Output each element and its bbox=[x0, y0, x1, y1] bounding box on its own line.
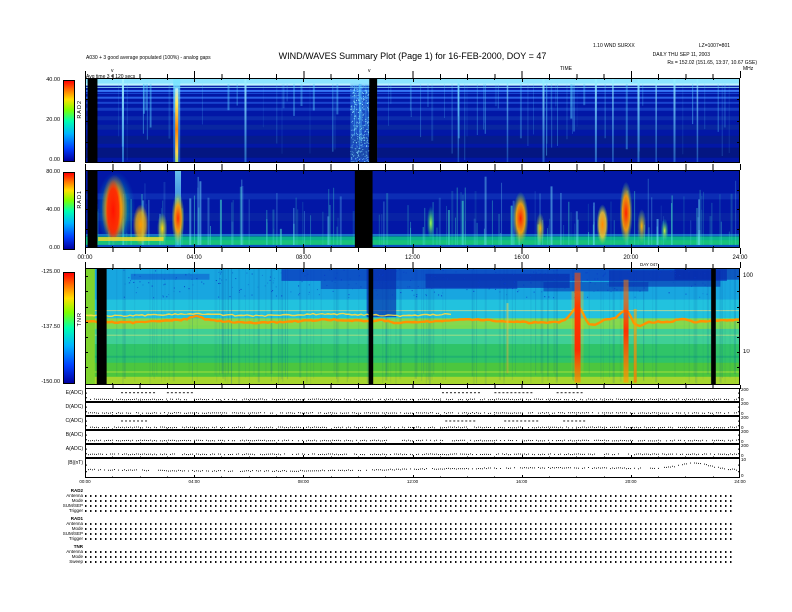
panel-label-tnr: TNR bbox=[77, 312, 83, 326]
strip-label: |B|(nT) bbox=[38, 461, 83, 466]
time-tick-label: 24:00 bbox=[732, 255, 747, 261]
strip-right-tick-top: 200 bbox=[741, 415, 749, 420]
colorbar-tick-label-tnr: -125.00 bbox=[28, 269, 60, 275]
header-version: 1.10 WND SURXX bbox=[593, 43, 635, 49]
spectrogram-rad2 bbox=[85, 78, 740, 163]
time-tick-label: 12:00 bbox=[405, 255, 420, 261]
strip-charts bbox=[85, 388, 740, 478]
colorbar-tick-label-rad2: 0.00 bbox=[28, 157, 60, 163]
status-dots-row bbox=[85, 556, 735, 558]
strip-label: D(ADC) bbox=[38, 405, 83, 410]
strip-axis-label: 00:00 bbox=[79, 479, 90, 484]
status-dots-row bbox=[85, 510, 735, 512]
status-dots-row bbox=[85, 528, 735, 530]
status-dots-row bbox=[85, 495, 735, 497]
colorbar-rad1 bbox=[63, 172, 75, 250]
strip-right-tick-top: 200 bbox=[741, 401, 749, 406]
summary-plot-page: A030 + 3 good average populated (100%) -… bbox=[0, 0, 792, 612]
strip-right-tick-top: 200 bbox=[741, 429, 749, 434]
strip-right-tick-bottom: 0 bbox=[741, 473, 744, 478]
status-dots-row bbox=[85, 500, 735, 502]
status-dots-row bbox=[85, 551, 735, 553]
header-process-date: DAILY THU SEP 11, 2003 bbox=[653, 52, 710, 58]
tnr-right-tick-label: 100 bbox=[743, 273, 753, 280]
colorbar-tick-label-tnr: -137.50 bbox=[28, 324, 60, 330]
colorbar-rad2 bbox=[63, 80, 75, 162]
status-row-label: Trigger bbox=[38, 536, 83, 541]
panel-label-rad2: RAD2 bbox=[77, 100, 83, 119]
panel-label-rad1: RAD1 bbox=[77, 190, 83, 209]
strip-right-tick-top: 200 bbox=[741, 387, 749, 392]
time-tick-label: 00:00 bbox=[77, 255, 92, 261]
strip-axis-label: 12:00 bbox=[407, 479, 418, 484]
colorbar-tick-label-rad1: 0.00 bbox=[28, 245, 60, 251]
status-row-label: Sweep bbox=[38, 559, 83, 564]
status-row-label: Trigger bbox=[38, 508, 83, 513]
strip-axis-label: 24:00 bbox=[734, 479, 745, 484]
colorbar-tick-label-rad1: 40.00 bbox=[28, 207, 60, 213]
strip-axis-label: 16:00 bbox=[516, 479, 527, 484]
colorbar-tnr bbox=[63, 272, 75, 384]
strip-axis-label: 08:00 bbox=[298, 479, 309, 484]
time-tick-label: 20:00 bbox=[623, 255, 638, 261]
page-title: WIND/WAVES Summary Plot (Page 1) for 16-… bbox=[85, 51, 740, 61]
strip-label: B(ADC) bbox=[38, 433, 83, 438]
strip-right-tick-top: 200 bbox=[741, 443, 749, 448]
unit-label-mhz: MHz bbox=[743, 66, 753, 72]
status-dots-row bbox=[85, 505, 735, 507]
status-dots-row bbox=[85, 533, 735, 535]
strip-label: A(ADC) bbox=[38, 447, 83, 452]
status-dots-row bbox=[85, 538, 735, 540]
colorbar-tick-label-rad2: 20.00 bbox=[28, 117, 60, 123]
status-dots-row bbox=[85, 523, 735, 525]
tnr-right-tick-label: 10 bbox=[743, 349, 750, 356]
colorbar-tick-label-rad2: 40.00 bbox=[28, 77, 60, 83]
header-lz: LZ=1007=801 bbox=[699, 43, 730, 49]
status-dots-row bbox=[85, 561, 735, 563]
spectrogram-tnr bbox=[85, 268, 740, 385]
strip-label: E(ADC) bbox=[38, 391, 83, 396]
strip-label: C(ADC) bbox=[38, 419, 83, 424]
time-axis-sub-label: DAY 047 bbox=[640, 262, 658, 267]
colorbar-tick-label-rad1: 80.00 bbox=[28, 169, 60, 175]
strip-axis-label: 20:00 bbox=[625, 479, 636, 484]
time-axis-minor-ticks bbox=[85, 248, 741, 252]
time-tick-label: 16:00 bbox=[514, 255, 529, 261]
colorbar-tick-label-tnr: -150.00 bbox=[28, 379, 60, 385]
time-tick-label: 08:00 bbox=[296, 255, 311, 261]
strip-right-tick-top: 10 bbox=[741, 457, 746, 462]
strip-axis-label: 04:00 bbox=[189, 479, 200, 484]
time-tick-label: 04:00 bbox=[187, 255, 202, 261]
spectrogram-rad1 bbox=[85, 170, 740, 248]
